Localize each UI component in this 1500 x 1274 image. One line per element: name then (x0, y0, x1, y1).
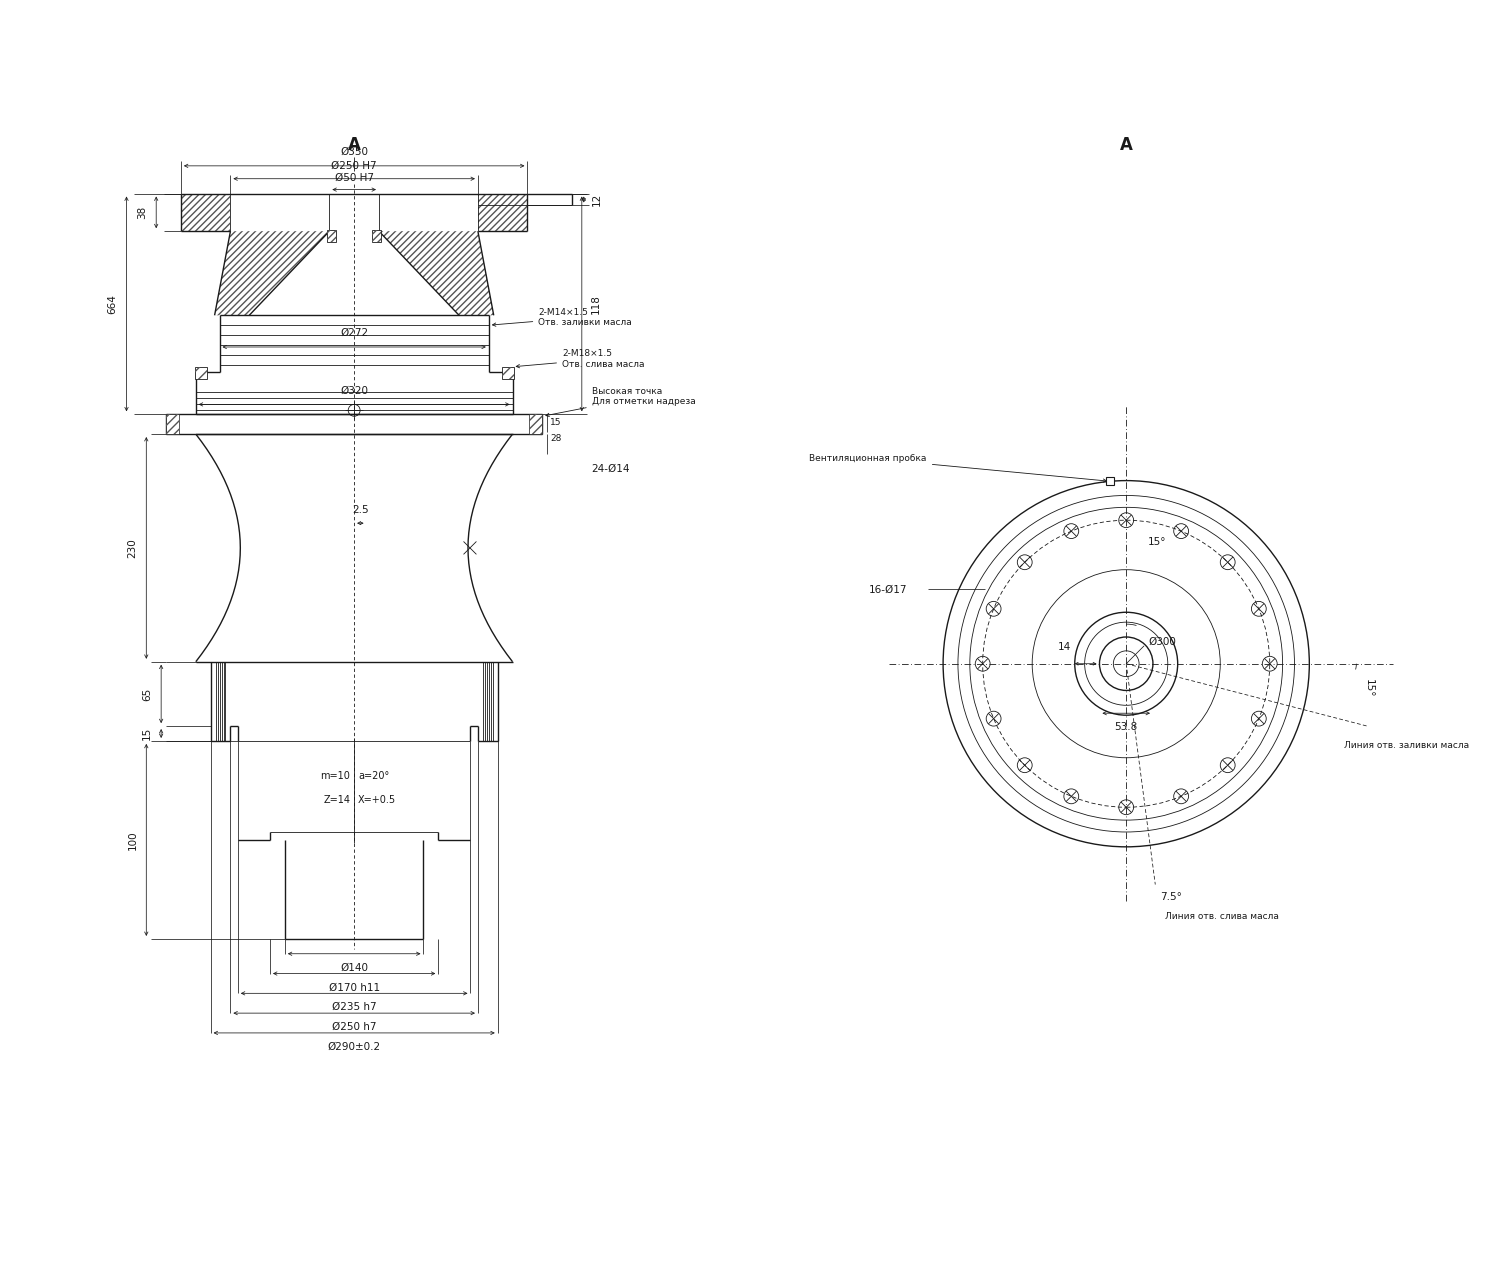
Text: m=10: m=10 (321, 771, 350, 781)
Text: 15°: 15° (1364, 679, 1374, 698)
Text: 2-M14×1.5
Отв. заливки масла: 2-M14×1.5 Отв. заливки масла (492, 307, 632, 327)
Text: Ø300: Ø300 (1148, 637, 1176, 647)
Text: 24-Ø14: 24-Ø14 (591, 464, 630, 474)
Text: A: A (1120, 136, 1132, 154)
Text: 2-M18×1.5
Отв. слива масла: 2-M18×1.5 Отв. слива масла (516, 349, 645, 368)
Text: 15: 15 (550, 418, 561, 427)
Text: Линия отв. слива масла: Линия отв. слива масла (1166, 912, 1280, 921)
Text: Ø235 h7: Ø235 h7 (332, 1003, 376, 1013)
Text: Ø272: Ø272 (340, 329, 368, 338)
Bar (372, 231, 381, 242)
Text: 664: 664 (108, 294, 117, 313)
Text: a=20°: a=20° (358, 771, 390, 781)
Text: 53.8: 53.8 (1114, 722, 1138, 733)
Text: Ø290±0.2: Ø290±0.2 (327, 1042, 381, 1052)
Bar (182, 194, 231, 231)
Bar (372, 231, 381, 242)
Text: 28: 28 (550, 433, 561, 442)
Text: Ø140: Ø140 (340, 963, 368, 972)
Text: 16-Ø17: 16-Ø17 (868, 585, 907, 595)
Text: Ø320: Ø320 (340, 386, 368, 395)
Text: Ø250 h7: Ø250 h7 (332, 1022, 376, 1032)
Text: 65: 65 (142, 687, 152, 701)
Bar (530, 414, 542, 434)
Bar (501, 367, 513, 378)
Text: Ø350: Ø350 (340, 147, 368, 157)
Bar (195, 367, 207, 378)
Bar (166, 414, 178, 434)
Text: Ø170 h11: Ø170 h11 (328, 982, 380, 992)
Text: 12: 12 (591, 192, 602, 206)
Bar (530, 414, 542, 434)
Text: 2.5: 2.5 (352, 506, 369, 515)
Text: Ø250 H7: Ø250 H7 (332, 161, 376, 171)
Bar (1107, 478, 1114, 485)
Bar (501, 367, 513, 378)
Text: 100: 100 (128, 831, 138, 850)
Text: A: A (348, 136, 360, 154)
Text: 7.5°: 7.5° (1160, 893, 1182, 902)
Text: Высокая точка
Для отметки надреза: Высокая точка Для отметки надреза (546, 387, 696, 417)
Text: 38: 38 (138, 205, 147, 219)
Bar (166, 414, 178, 434)
Text: 118: 118 (591, 294, 600, 313)
Text: X=+0.5: X=+0.5 (358, 795, 396, 805)
Text: 15: 15 (142, 727, 152, 740)
Text: Вентиляционная пробка: Вентиляционная пробка (810, 454, 1107, 483)
Text: Линия отв. заливки масла: Линия отв. заливки масла (1344, 741, 1468, 750)
Bar (478, 194, 528, 231)
Bar (195, 367, 207, 378)
Text: 15°: 15° (1148, 536, 1167, 547)
Text: 230: 230 (128, 538, 138, 558)
Text: Ø50 H7: Ø50 H7 (334, 173, 374, 182)
Text: 14: 14 (1058, 642, 1071, 652)
Bar (327, 231, 336, 242)
Text: Z=14: Z=14 (322, 795, 350, 805)
Bar (327, 231, 336, 242)
